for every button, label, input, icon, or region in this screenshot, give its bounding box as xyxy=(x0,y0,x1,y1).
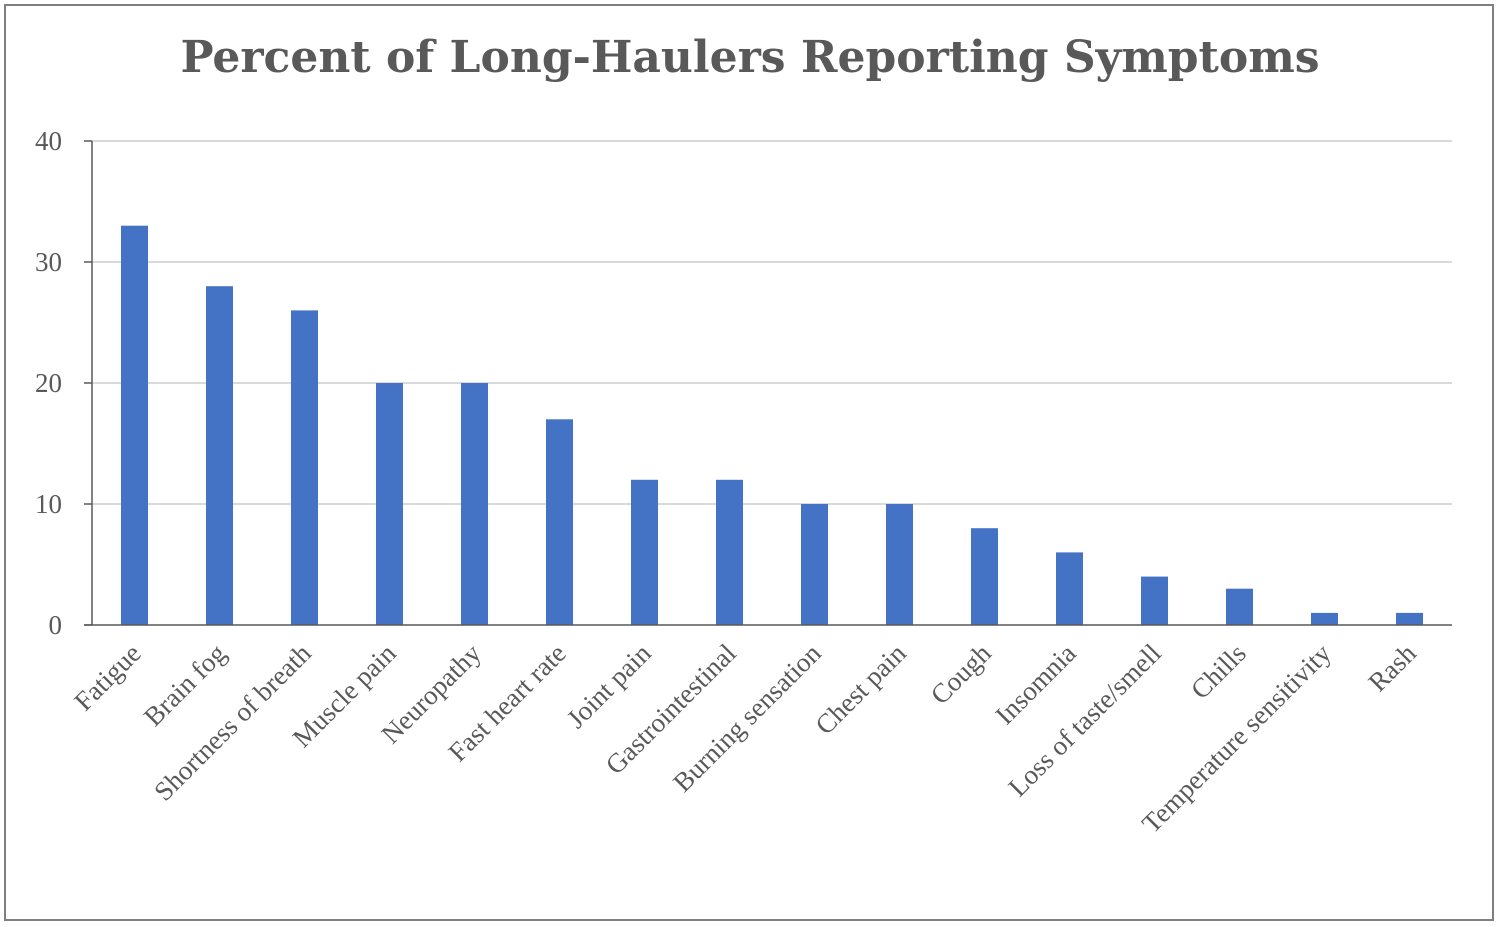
bar-gastrointestinal xyxy=(716,479,743,625)
x-category-label: Cough xyxy=(925,638,997,710)
bar-rash xyxy=(1396,612,1423,625)
bar-cough xyxy=(971,528,998,625)
bar-loss-of-taste-smell xyxy=(1141,576,1168,625)
chart-frame xyxy=(4,4,1494,921)
x-category-label: Fatigue xyxy=(68,638,146,716)
bar-brain-fog xyxy=(206,286,233,625)
x-category-label: Loss of taste/smell xyxy=(1002,638,1166,802)
gridlines xyxy=(92,140,1452,505)
y-tick-label: 40 xyxy=(35,126,62,156)
y-tick-labels: 0 10 20 30 40 xyxy=(35,126,62,640)
bar-insomnia xyxy=(1056,552,1083,625)
x-category-label: Rash xyxy=(1362,638,1422,698)
x-category-label: Shortness of breath xyxy=(148,638,317,807)
x-category-label: Chest pain xyxy=(809,638,912,741)
bar-chills xyxy=(1226,588,1253,625)
bar-fatigue xyxy=(121,225,148,625)
x-category-label: Burning sensation xyxy=(667,638,827,798)
bar-joint-pain xyxy=(631,479,658,625)
y-tick-label: 10 xyxy=(35,489,62,519)
y-tick-label: 20 xyxy=(35,368,62,398)
x-category-label: Chills xyxy=(1185,638,1252,705)
bar-chest-pain xyxy=(886,504,913,625)
chart-title: Percent of Long-Haulers Reporting Sympto… xyxy=(180,32,1320,83)
bar-neuropathy xyxy=(461,383,488,625)
bar-muscle-pain xyxy=(376,383,403,625)
axes xyxy=(84,140,1452,626)
bars xyxy=(121,225,1423,625)
bar-temperature-sensitivity xyxy=(1311,612,1338,625)
bar-fast-heart-rate xyxy=(546,419,573,625)
y-tick-label: 30 xyxy=(35,247,62,277)
bar-burning-sensation xyxy=(801,504,828,625)
bar-shortness-of-breath xyxy=(291,310,318,625)
y-tick-label: 0 xyxy=(49,610,63,640)
